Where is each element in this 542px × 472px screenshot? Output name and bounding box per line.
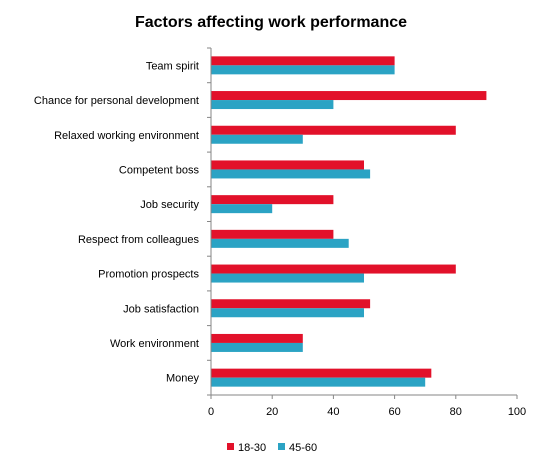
category-label: Competent boss bbox=[119, 164, 200, 176]
x-tick-label: 60 bbox=[388, 406, 400, 418]
axes bbox=[207, 47, 517, 396]
bar-18-30 bbox=[211, 299, 371, 309]
bar-45-60 bbox=[211, 238, 349, 248]
bar-18-30 bbox=[211, 333, 303, 343]
bar-18-30 bbox=[211, 195, 334, 205]
bar-45-60 bbox=[211, 65, 395, 75]
bars bbox=[211, 56, 487, 387]
legend: 18-30 45-60 bbox=[227, 442, 317, 454]
bar-18-30 bbox=[211, 91, 487, 101]
x-tick-label: 0 bbox=[208, 406, 214, 418]
category-label: Relaxed working environment bbox=[54, 130, 199, 142]
category-label: Respect from colleagues bbox=[78, 234, 200, 246]
category-label: Promotion prospects bbox=[98, 269, 199, 281]
bar-18-30 bbox=[211, 125, 456, 135]
bar-18-30 bbox=[211, 229, 334, 239]
x-tick-label: 80 bbox=[450, 406, 462, 418]
bar-45-60 bbox=[211, 100, 334, 110]
x-tick-label: 100 bbox=[508, 406, 526, 418]
bar-18-30 bbox=[211, 368, 432, 378]
bar-45-60 bbox=[211, 134, 303, 144]
bar-18-30 bbox=[211, 264, 456, 274]
category-label: Chance for personal development bbox=[34, 95, 199, 107]
category-label: Team spirit bbox=[146, 60, 199, 72]
x-tick-label: 20 bbox=[266, 406, 278, 418]
legend-label: 45-60 bbox=[289, 442, 317, 454]
category-label: Job security bbox=[140, 199, 199, 211]
legend-label: 18-30 bbox=[238, 442, 266, 454]
legend-swatch-18-30 bbox=[227, 443, 234, 450]
bar-45-60 bbox=[211, 273, 364, 283]
category-label: Money bbox=[166, 373, 200, 385]
x-axis-ticks: 0 20 40 60 80 100 bbox=[208, 395, 526, 418]
x-tick-label: 40 bbox=[327, 406, 339, 418]
category-label: Work environment bbox=[110, 338, 199, 350]
bar-45-60 bbox=[211, 342, 303, 352]
bar-18-30 bbox=[211, 160, 364, 170]
chart-title: Factors affecting work performance bbox=[135, 14, 407, 31]
bar-45-60 bbox=[211, 169, 371, 179]
bar-18-30 bbox=[211, 56, 395, 66]
bar-45-60 bbox=[211, 204, 273, 214]
category-label: Job satisfaction bbox=[123, 303, 199, 315]
bar-45-60 bbox=[211, 308, 364, 318]
legend-swatch-45-60 bbox=[278, 443, 285, 450]
bar-45-60 bbox=[211, 377, 426, 387]
category-labels: Team spirit Chance for personal developme… bbox=[34, 60, 200, 384]
